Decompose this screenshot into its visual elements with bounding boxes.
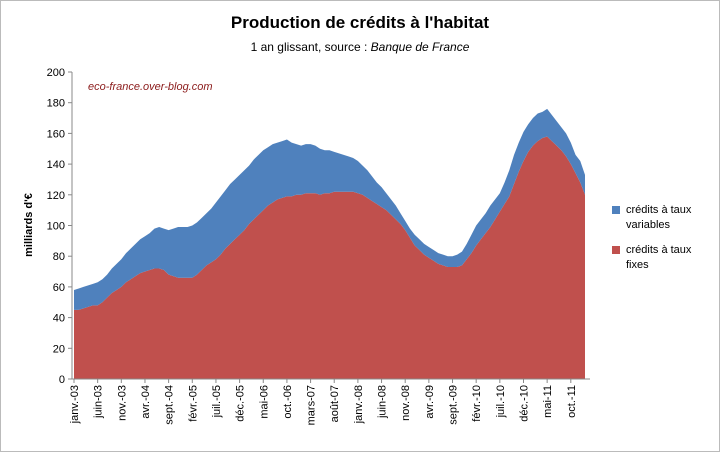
legend-item: crédits à taux fixes [612, 243, 704, 273]
x-tick-label: mars-07 [306, 385, 318, 425]
y-tick-label: 80 [53, 251, 65, 263]
x-tick-label: juin-08 [377, 385, 389, 419]
x-tick-label: févr.-05 [187, 385, 199, 422]
x-tick-label: nov.-08 [400, 385, 412, 421]
chart-title: Production de crédits à l'habitat [231, 13, 489, 32]
area [74, 136, 585, 379]
x-tick-label: sept.-04 [164, 385, 176, 425]
x-tick-label: juin-03 [93, 385, 105, 419]
y-tick-label: 180 [47, 98, 65, 110]
x-tick-label: mai-06 [258, 385, 270, 419]
y-tick-label: 120 [47, 190, 65, 202]
y-tick-label: 60 [53, 282, 65, 294]
watermark: eco-france.over-blog.com [88, 81, 213, 93]
subtitle: 1 an glissant, source : [251, 40, 368, 54]
x-tick-label: mai-11 [542, 385, 554, 418]
x-tick-label: juil.-05 [211, 385, 223, 418]
area [74, 108, 585, 310]
plot: 0 20 40 60 80 100 120 140 160 180 200 janv.-03 juin-… [47, 67, 590, 425]
x-tick-label: févr.-10 [471, 385, 483, 422]
x-tick-label: janv.-08 [353, 385, 365, 424]
legend-swatch [612, 206, 620, 214]
y-tick-label: 200 [47, 67, 65, 79]
x-tick-label: nov.-03 [116, 385, 128, 421]
legend-label: crédits à taux fixes [626, 244, 692, 271]
x-tick-label: juil.-10 [495, 385, 507, 418]
x-tick-label: janv.-03 [69, 385, 81, 424]
x-tick-label: déc.-05 [235, 385, 247, 422]
y-tick-label: 140 [47, 159, 65, 171]
y-tick-label: 100 [47, 221, 65, 233]
y-tick-label: 160 [47, 128, 65, 140]
legend-item: crédits à taux variables [612, 203, 704, 233]
x-tick-label: août-07 [329, 385, 341, 422]
legend-swatch [612, 246, 620, 254]
subtitle-source: Banque de France [371, 40, 470, 54]
x-tick-label: oct.-11 [566, 385, 578, 418]
legend-label: crédits à taux variables [626, 204, 692, 231]
chart-subtitle: 1 an glissant, source : Banque de France [251, 40, 470, 54]
x-tick-label: avr.-04 [140, 385, 152, 419]
x-tick-label: oct.-06 [282, 385, 294, 419]
y-tick-label: 0 [59, 374, 65, 386]
y-axis-label: milliards d'€ [23, 193, 35, 257]
x-tick-label: déc.-10 [518, 385, 530, 422]
x-tick-label: avr.-09 [424, 385, 436, 419]
x-tick-label: sept.-09 [448, 385, 460, 425]
y-tick-label: 20 [53, 343, 65, 355]
y-tick-label: 40 [53, 313, 65, 325]
